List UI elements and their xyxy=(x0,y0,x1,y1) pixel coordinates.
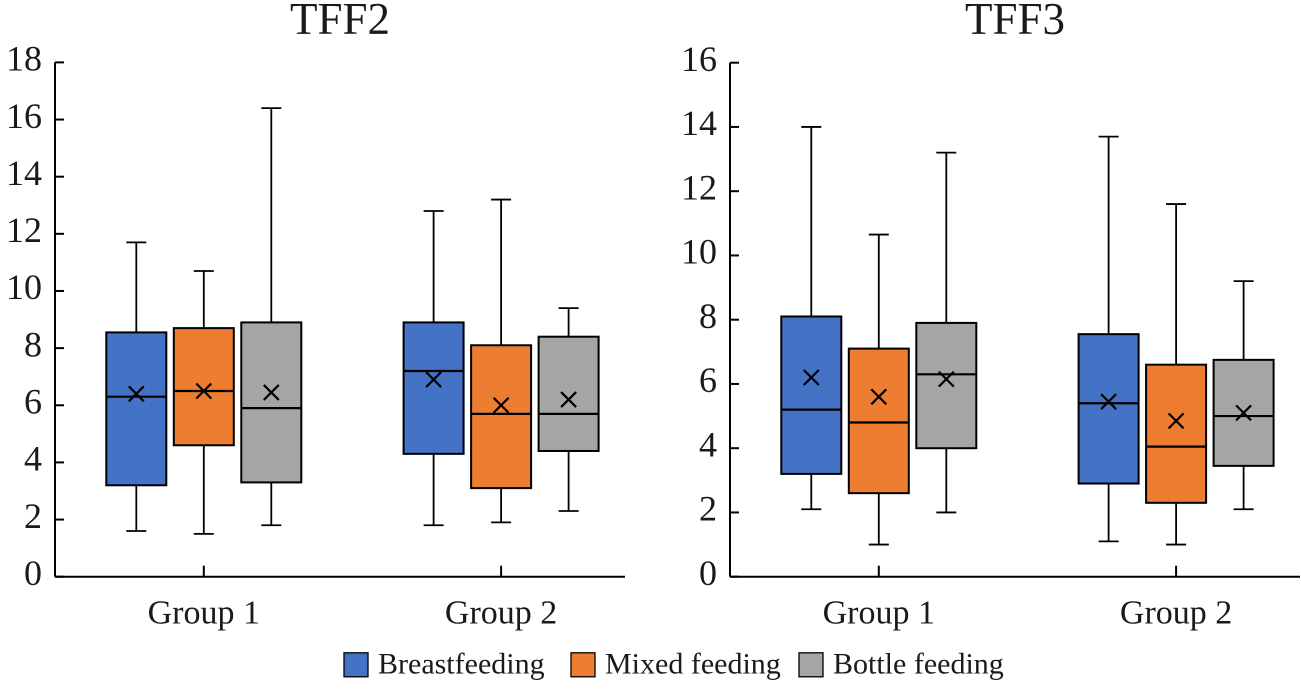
svg-text:Breastfeeding: Breastfeeding xyxy=(378,648,545,681)
svg-text:12: 12 xyxy=(681,167,717,207)
svg-text:TFF2: TFF2 xyxy=(290,0,390,44)
svg-text:Group 2: Group 2 xyxy=(445,595,557,632)
svg-text:6: 6 xyxy=(699,360,717,400)
svg-text:10: 10 xyxy=(681,232,717,272)
svg-text:Group 1: Group 1 xyxy=(148,595,260,632)
svg-text:6: 6 xyxy=(24,382,42,422)
svg-text:Mixed feeding: Mixed feeding xyxy=(605,648,781,681)
svg-text:2: 2 xyxy=(24,496,42,536)
svg-text:Group 2: Group 2 xyxy=(1120,595,1232,632)
svg-text:16: 16 xyxy=(681,39,717,79)
svg-text:8: 8 xyxy=(24,324,42,364)
svg-text:18: 18 xyxy=(6,39,42,79)
svg-text:Group 1: Group 1 xyxy=(823,595,935,632)
svg-text:4: 4 xyxy=(24,439,42,479)
svg-text:0: 0 xyxy=(699,553,717,593)
svg-text:2: 2 xyxy=(699,489,717,529)
svg-text:Bottle feeding: Bottle feeding xyxy=(833,648,1004,681)
svg-text:14: 14 xyxy=(6,153,42,193)
svg-text:4: 4 xyxy=(699,424,717,464)
svg-text:0: 0 xyxy=(24,553,42,593)
svg-text:TFF3: TFF3 xyxy=(965,0,1065,44)
svg-text:12: 12 xyxy=(6,210,42,250)
svg-text:14: 14 xyxy=(681,103,717,143)
svg-text:16: 16 xyxy=(6,96,42,136)
svg-text:10: 10 xyxy=(6,267,42,307)
svg-text:8: 8 xyxy=(699,296,717,336)
